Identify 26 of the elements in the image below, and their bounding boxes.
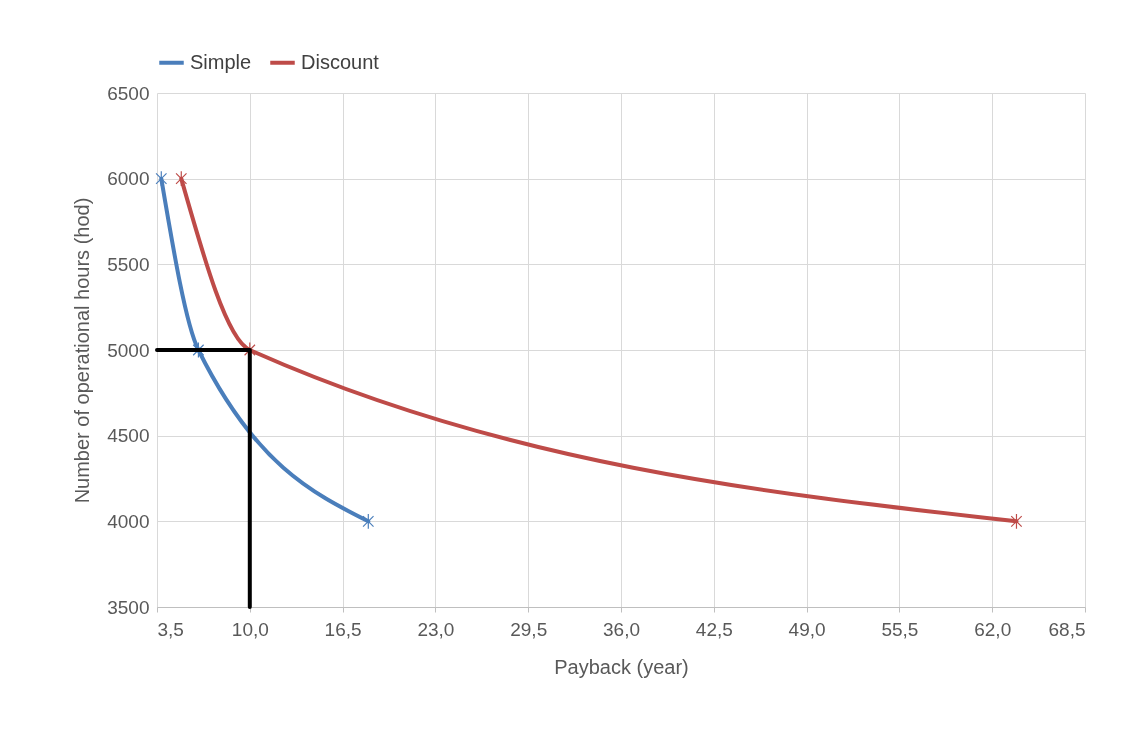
- x-axis-title: Payback (year): [554, 655, 689, 678]
- y-tick-label: 5500: [107, 253, 150, 275]
- legend-label: Discount: [301, 50, 380, 73]
- x-tick-label: 16,5: [324, 618, 362, 640]
- x-tick-label: 29,5: [510, 618, 548, 640]
- x-tick-label: 42,5: [695, 618, 733, 640]
- y-tick-label: 6500: [107, 82, 150, 104]
- point: [362, 513, 374, 529]
- y-axis-title: Number of operational hours (hod): [71, 197, 94, 504]
- x-tick-label: 68,5: [1048, 618, 1086, 640]
- x-tick-label: 36,0: [603, 618, 640, 640]
- point: [155, 171, 167, 187]
- x-tick-label: 55,5: [881, 618, 919, 640]
- y-tick-label: 6000: [107, 168, 150, 190]
- y-tick-label: 4000: [107, 510, 150, 532]
- point: [1010, 513, 1023, 529]
- x-tick-label: 49,0: [788, 618, 826, 640]
- point: [175, 171, 187, 187]
- x-tick-label: 10,0: [231, 618, 269, 640]
- x-tick-label: 62,0: [974, 618, 1012, 640]
- y-tick-label: 4500: [107, 425, 150, 447]
- x-tick-label: 23,0: [417, 618, 455, 640]
- x-tick-label: 3,5: [157, 618, 184, 640]
- y-tick-label: 5000: [107, 339, 150, 361]
- y-tick-label: 3500: [107, 596, 150, 618]
- legend-label: Simple: [190, 50, 252, 73]
